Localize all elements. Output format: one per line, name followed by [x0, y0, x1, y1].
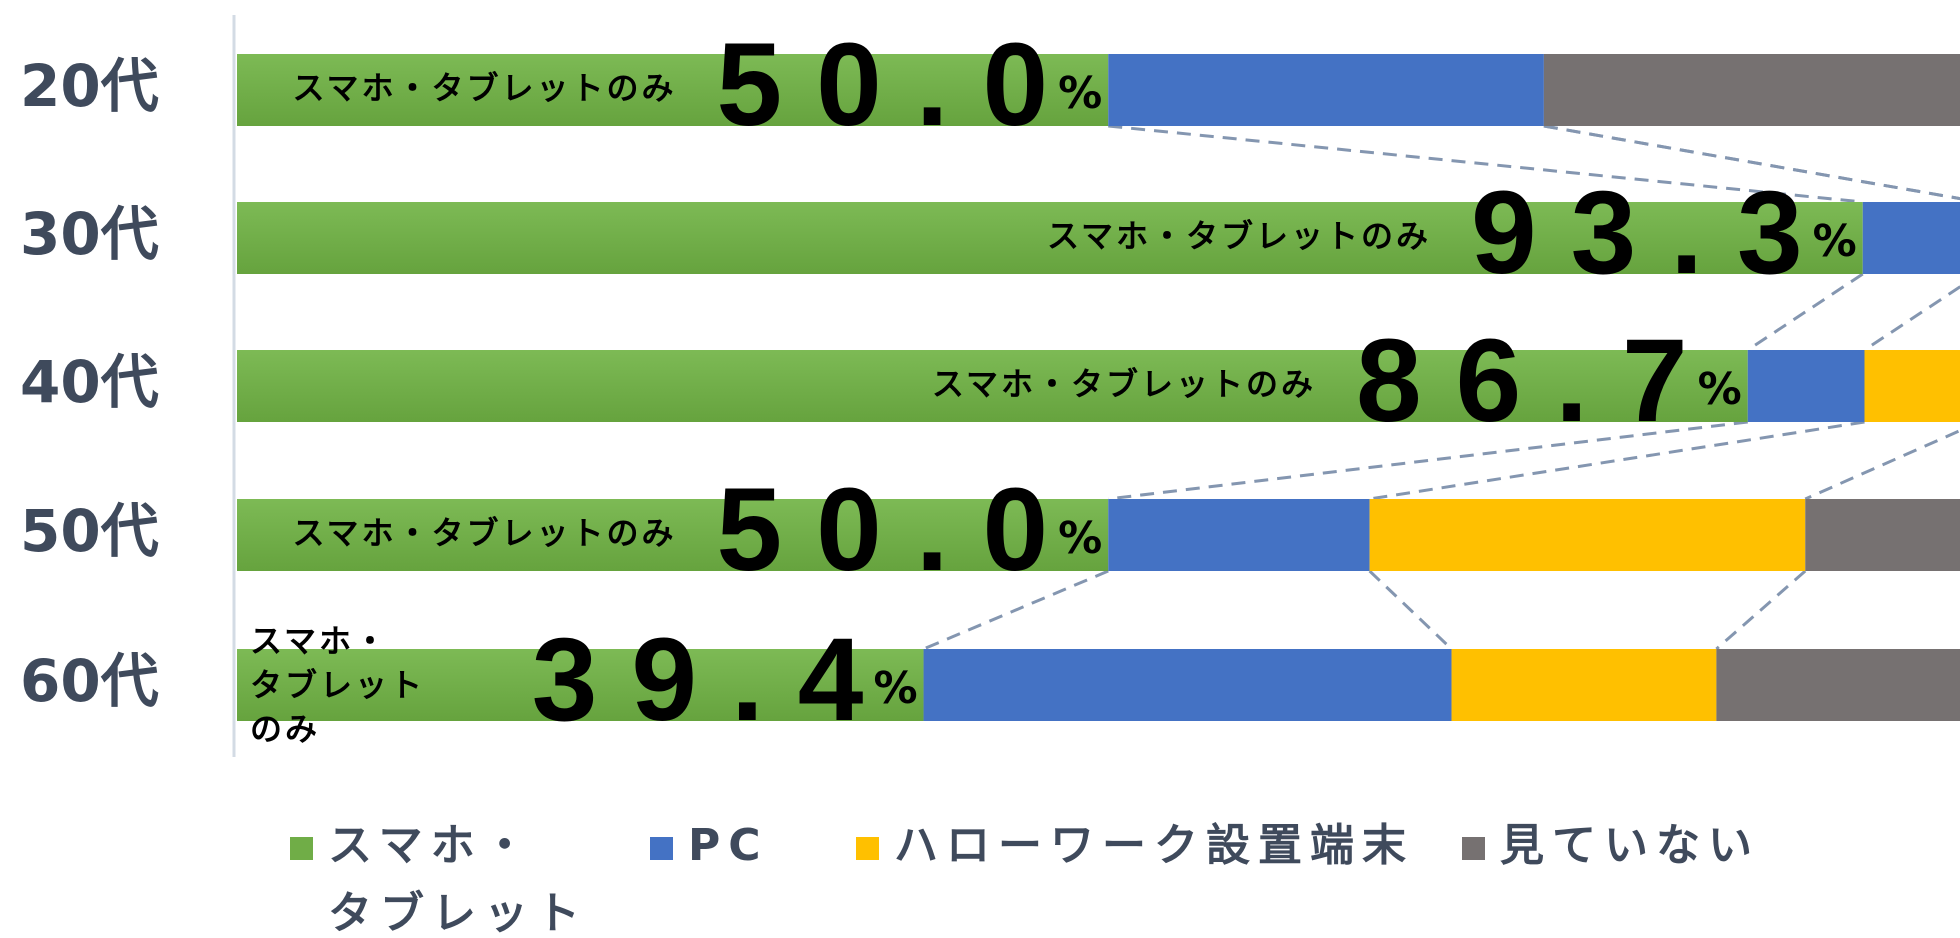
y-tick-label: 20代 [20, 52, 159, 120]
y-tick-label: 50代 [20, 497, 159, 565]
bar-segment [1369, 499, 1806, 571]
bar-segment [1108, 54, 1544, 126]
legend-label: ハローワーク設置端末 [894, 820, 1414, 871]
legend-label: PC [688, 820, 769, 871]
value-label: 93.3 [1471, 167, 1837, 299]
bar-segment [1862, 202, 1960, 274]
connector-line [1108, 124, 1863, 204]
connector-line [1804, 428, 1960, 501]
connector-line [1368, 569, 1453, 651]
bar-segment [237, 350, 1748, 422]
legend-label: スマホ・タブレット [328, 820, 588, 938]
inner-label: スマホ・タブレットのみ [1047, 217, 1431, 255]
bar-segment [1108, 499, 1370, 571]
bar-segment [1451, 649, 1717, 721]
bar-segment [1864, 350, 1960, 422]
bar-segment [237, 202, 1863, 274]
bar-segment [1716, 649, 1960, 721]
bar-segment [237, 499, 1109, 571]
value-label-unit: % [1813, 216, 1857, 267]
legend-swatch [290, 837, 313, 860]
connector-line [922, 569, 1109, 651]
bar-segment [923, 649, 1452, 721]
bar-segment [237, 54, 1109, 126]
value-label: 50.0 [716, 19, 1082, 151]
connector-line [1543, 124, 1960, 201]
value-label: 50.0 [716, 464, 1082, 596]
value-label: 39.4 [532, 614, 898, 746]
value-label-unit: % [873, 663, 917, 714]
inner-label: スマホ・タブレットのみ [292, 69, 676, 107]
inner-label: スマホ・タブレットのみ [932, 365, 1316, 403]
value-label-unit: % [1698, 364, 1742, 415]
legend-label: 見ていない [1500, 820, 1760, 871]
legend-swatch [1462, 837, 1485, 860]
connector-line [1863, 285, 1960, 352]
bar-segment [1747, 350, 1865, 422]
y-tick-label: 60代 [20, 647, 159, 715]
bar-segment [1543, 54, 1960, 126]
bar-segment [237, 649, 924, 721]
connector-line [1369, 420, 1865, 501]
inner-label: スマホ・タブレットのみ [292, 514, 676, 552]
value-label-unit: % [1058, 513, 1102, 564]
connector-line [1715, 569, 1807, 651]
inner-label: スマホ・タブレットのみ [250, 622, 425, 748]
y-tick-label: 40代 [20, 348, 159, 416]
bar-segment [1805, 499, 1960, 571]
value-label-unit: % [1058, 68, 1102, 119]
value-label: 86.7 [1356, 315, 1722, 447]
legend-swatch [650, 837, 673, 860]
plot [237, 54, 1960, 721]
y-tick-label: 30代 [20, 200, 159, 268]
connector-line [1108, 420, 1748, 501]
legend-swatch [856, 837, 879, 860]
